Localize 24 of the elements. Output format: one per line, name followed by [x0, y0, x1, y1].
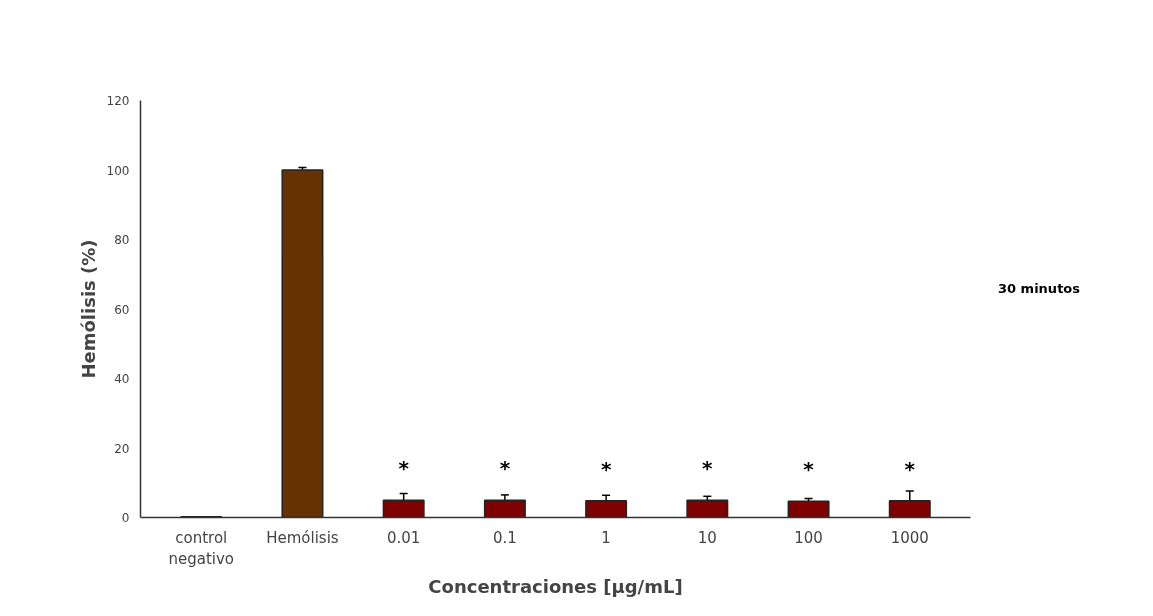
annotation: *: [803, 457, 815, 482]
x-tick-label: Hemólisis: [266, 528, 339, 547]
y-tick-label: 100: [106, 163, 130, 178]
x-tick-label: 0.01: [386, 528, 421, 547]
x-tick-label: 1000: [890, 528, 929, 547]
x-tick-label: 1: [601, 528, 611, 547]
annotation: *: [398, 456, 410, 481]
y-tick-label: 80: [114, 233, 130, 247]
x-tick-label: 0.1: [492, 528, 517, 547]
y-tick-label: 20: [114, 441, 130, 456]
y-tick-label: 60: [114, 302, 130, 317]
x-axis-title: Concentraciones [µg/mL]: [428, 576, 683, 598]
annotation: *: [499, 456, 511, 481]
y-tick-label: 40: [114, 372, 130, 386]
x-tick-label: control negativo: [168, 528, 235, 569]
annotation: *: [702, 456, 714, 481]
text: 30 minutos: [998, 280, 1081, 296]
x-tick-label: 10: [697, 528, 717, 547]
annotation: *: [600, 456, 612, 481]
annotation: *: [904, 456, 916, 481]
x-tick-label: 100: [794, 528, 823, 547]
y-tick-label: 120: [106, 94, 130, 108]
y-tick-label: 0: [121, 511, 130, 525]
y-axis-title: Hemólisis (%): [77, 239, 99, 379]
